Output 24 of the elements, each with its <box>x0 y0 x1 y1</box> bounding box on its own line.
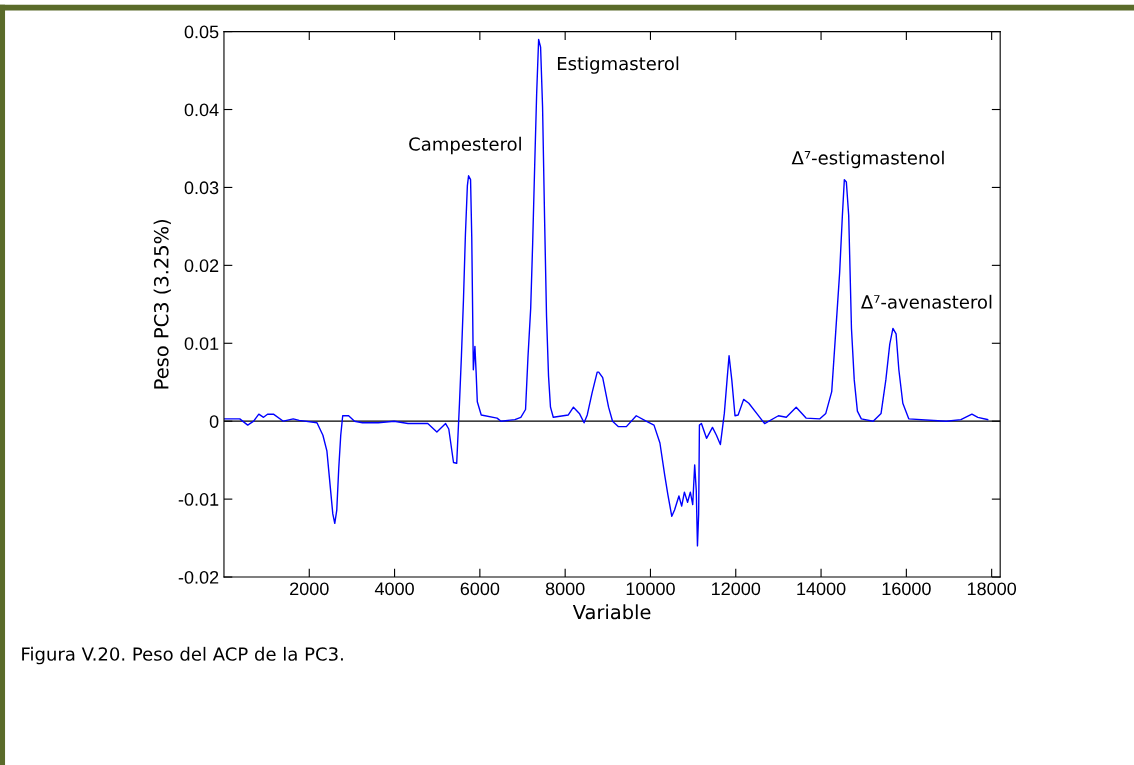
y-tick-label: 0.04 <box>184 103 219 117</box>
y-tick-label: 0.05 <box>184 25 219 39</box>
y-tick-label: 0 <box>209 415 219 428</box>
x-axis-title: Variable <box>572 604 651 620</box>
x-tick-label: 2000 <box>290 582 329 596</box>
text: Figura V.20. Peso del ACP de la PC3. <box>22 646 343 665</box>
annotation: Δ⁷-avenasterol <box>860 294 992 309</box>
x-tick-label: 8000 <box>545 582 585 596</box>
annotation: Estigmasterol <box>557 56 679 74</box>
annotation: Campesterol <box>409 136 521 155</box>
annotation: Δ⁷-estigmastenol <box>791 150 944 169</box>
x-tick-label: 18000 <box>967 582 1017 596</box>
y-axis-title: Peso PC3 (3.25%) <box>153 219 171 389</box>
y-tick-label: 0.03 <box>184 181 219 195</box>
x-tick-label: 6000 <box>460 582 500 596</box>
x-tick-label: 4000 <box>374 582 414 596</box>
y-tick-label: -0.01 <box>178 493 219 506</box>
x-tick-label: 12000 <box>712 582 761 596</box>
x-tick-label: 10000 <box>626 582 675 596</box>
y-tick-label: 0.01 <box>184 337 219 350</box>
y-tick-label: -0.02 <box>178 570 219 584</box>
x-tick-label: 16000 <box>882 582 931 596</box>
x-tick-label: 14000 <box>797 582 846 596</box>
y-tick-label: 0.02 <box>184 259 219 273</box>
